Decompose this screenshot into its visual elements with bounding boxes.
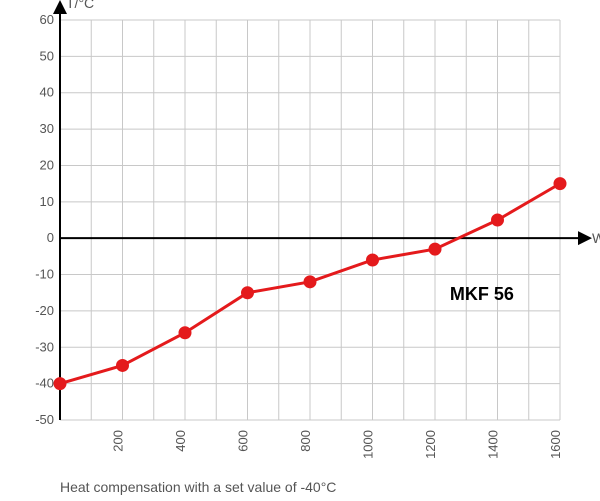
series-point bbox=[492, 214, 504, 226]
series-annotation: MKF 56 bbox=[450, 284, 514, 304]
y-tick-label: -10 bbox=[35, 267, 54, 282]
series-point bbox=[429, 243, 441, 255]
x-axis-label: W bbox=[592, 230, 600, 246]
x-tick-label: 600 bbox=[236, 430, 251, 452]
y-tick-label: 50 bbox=[40, 48, 54, 63]
y-tick-label: 0 bbox=[47, 230, 54, 245]
series-point bbox=[367, 254, 379, 266]
y-tick-label: -20 bbox=[35, 303, 54, 318]
series-point bbox=[242, 287, 254, 299]
series-point bbox=[117, 359, 129, 371]
x-tick-label: 1600 bbox=[548, 430, 563, 459]
x-tick-label: 1000 bbox=[361, 430, 376, 459]
chart-container: T/°C W -50 -40 -30 -20 -10 0 10 20 30 40 50 60 200 400 6… bbox=[0, 0, 600, 501]
heat-compensation-chart: T/°C W -50 -40 -30 -20 -10 0 10 20 30 40 50 60 200 400 6… bbox=[0, 0, 600, 501]
series-point bbox=[304, 276, 316, 288]
y-tick-label: 10 bbox=[40, 194, 54, 209]
y-tick-label: 60 bbox=[40, 12, 54, 27]
y-tick-label: 40 bbox=[40, 85, 54, 100]
x-tick-label: 1200 bbox=[423, 430, 438, 459]
x-tick-label: 800 bbox=[298, 430, 313, 452]
y-axis-label: T/°C bbox=[66, 0, 94, 11]
y-tick-label: -40 bbox=[35, 376, 54, 391]
y-tick-label: 30 bbox=[40, 121, 54, 136]
y-tick-label: 20 bbox=[40, 157, 54, 172]
series-point bbox=[554, 178, 566, 190]
y-tick-label: -50 bbox=[35, 412, 54, 427]
chart-caption: Heat compensation with a set value of -4… bbox=[60, 479, 336, 495]
x-tick-label: 200 bbox=[111, 430, 126, 452]
series-point bbox=[179, 327, 191, 339]
series-point bbox=[54, 378, 66, 390]
y-tick-label: -30 bbox=[35, 339, 54, 354]
x-tick-label: 1400 bbox=[486, 430, 501, 459]
x-tick-label: 400 bbox=[173, 430, 188, 452]
